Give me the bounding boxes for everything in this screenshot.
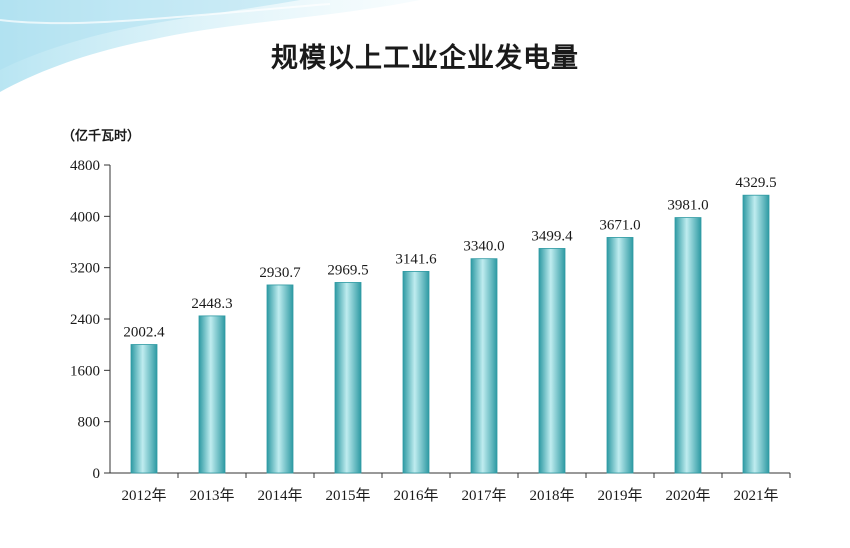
y-tick-label: 2400 (70, 312, 100, 328)
bar-value-label: 3340.0 (463, 239, 504, 255)
x-category-label: 2021年 (733, 487, 778, 504)
x-category-label: 2018年 (529, 487, 574, 504)
x-category-label: 2014年 (257, 487, 302, 504)
x-category-label: 2017年 (461, 487, 506, 504)
bar-2016 (402, 271, 430, 474)
x-category-label: 2013年 (189, 487, 234, 504)
bar-2017 (470, 258, 498, 474)
y-tick-label: 1600 (70, 363, 100, 379)
bar-value-label: 3671.0 (599, 217, 640, 233)
bar-2018 (538, 248, 566, 474)
bar-2019 (606, 237, 634, 474)
y-axis-unit-label: （亿千瓦时） (62, 129, 141, 144)
bar-2015 (334, 282, 362, 474)
y-tick-label: 4000 (70, 209, 100, 225)
bar-2021 (742, 194, 770, 474)
x-category-label: 2020年 (665, 487, 710, 504)
y-tick-label: 800 (78, 415, 101, 431)
x-category-label: 2016年 (393, 487, 438, 504)
x-category-label: 2015年 (325, 487, 370, 504)
bar-2020 (674, 217, 702, 474)
chart-title: 规模以上工业企业发电量 (271, 43, 579, 74)
bar-value-label: 3141.6 (395, 251, 437, 267)
bar-value-label: 2002.4 (123, 325, 165, 341)
bar-value-label: 2448.3 (191, 296, 232, 312)
bar-value-label: 2969.5 (327, 262, 368, 278)
y-tick-label: 4800 (70, 158, 100, 174)
bar-2013 (198, 315, 226, 474)
y-tick-label: 3200 (70, 261, 100, 277)
bar-value-label: 2930.7 (259, 265, 301, 281)
x-category-label: 2019年 (597, 487, 642, 504)
bar-value-label: 3981.0 (667, 198, 708, 214)
bar-2014 (266, 284, 294, 474)
y-tick-label: 0 (93, 466, 101, 482)
x-category-label: 2012年 (121, 487, 166, 504)
bar-value-label: 3499.4 (531, 228, 573, 244)
bar-value-label: 4329.5 (735, 175, 776, 191)
bar-2012 (130, 344, 158, 474)
